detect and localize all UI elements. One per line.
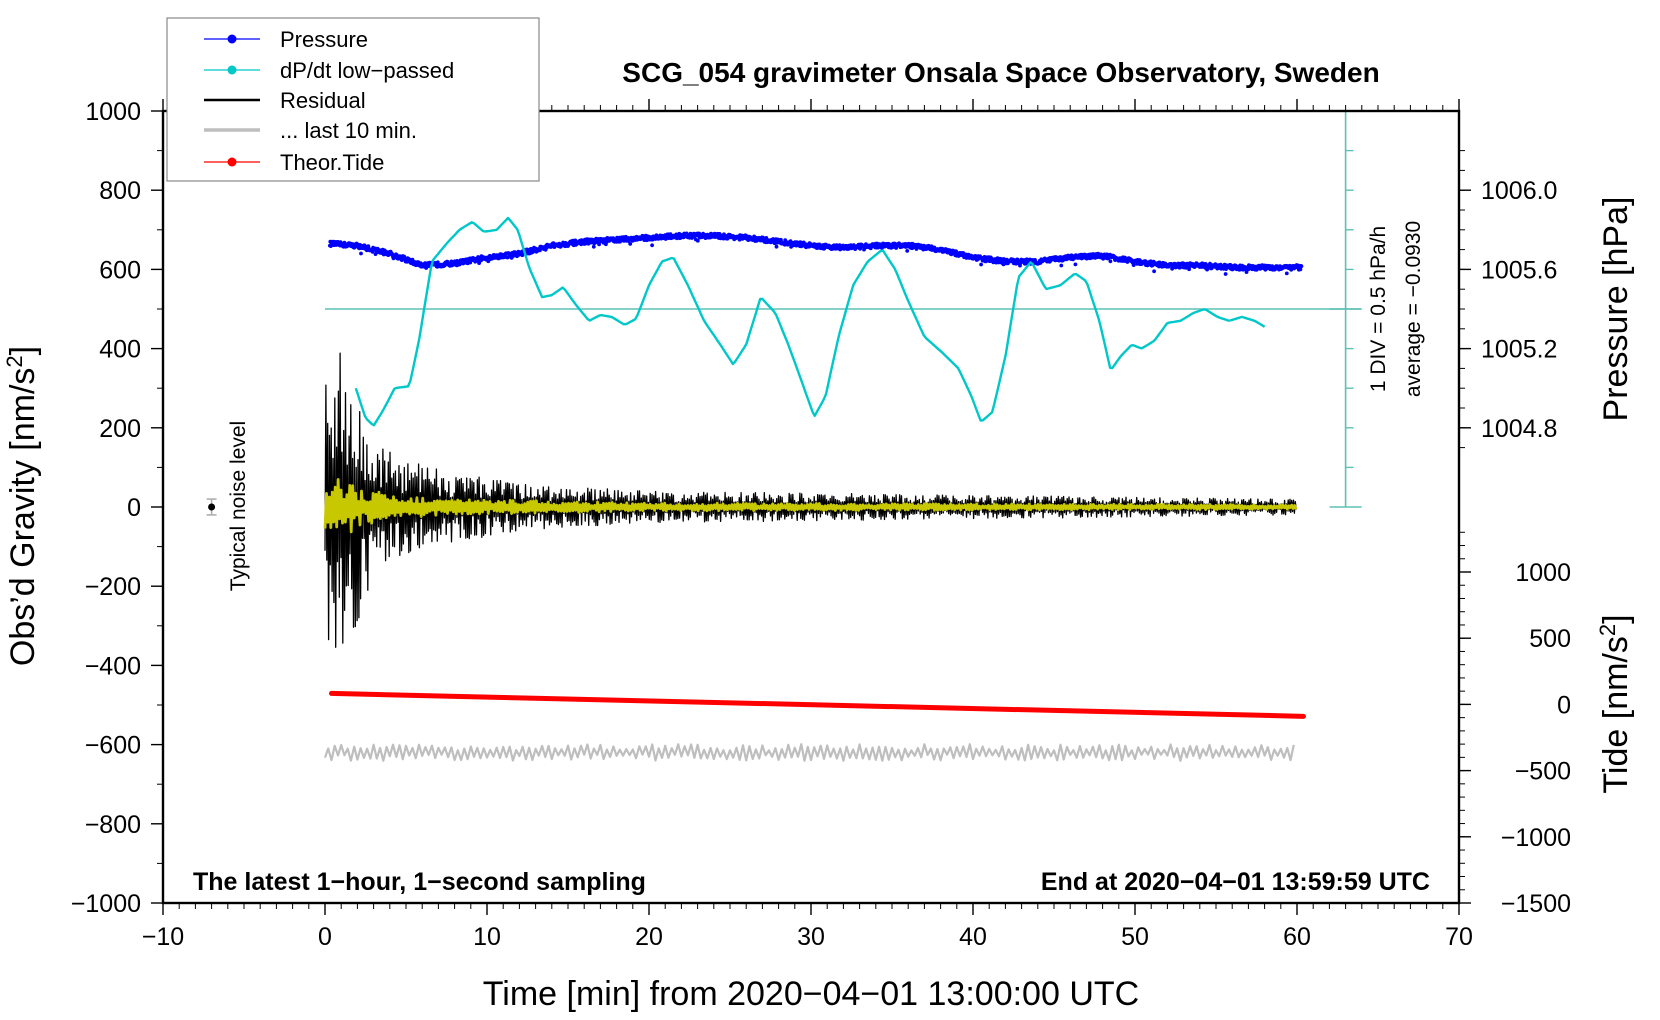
x-tick-label: −10: [142, 923, 184, 951]
x-tick-label: 30: [797, 923, 825, 951]
pressure-tick-label: 1005.2: [1481, 336, 1557, 364]
pressure-point: [628, 242, 633, 246]
tide-tick-label: −500: [1515, 758, 1571, 786]
legend-label: ... last 10 min.: [280, 118, 417, 143]
x-tick-label: 70: [1445, 923, 1473, 951]
tide-tick-label: −1000: [1501, 824, 1571, 852]
legend-marker: [227, 157, 237, 167]
pressure-point: [591, 244, 596, 249]
pressure-point: [979, 262, 983, 267]
pressure-tick-label: 1005.6: [1481, 256, 1557, 284]
legend-marker: [227, 34, 237, 44]
series-pressure: [328, 231, 1304, 276]
legend-marker: [227, 65, 237, 75]
y-tick-label: −600: [85, 732, 141, 760]
pressure-point: [1143, 259, 1148, 263]
x-tick-label: 10: [473, 923, 501, 951]
series-dpdt: [354, 216, 1266, 427]
legend: Pressure dP/dt low−passed Residual ... last…: [166, 17, 540, 182]
tide-axis-title-sup: 2: [1595, 624, 1620, 636]
axes-layer: −10 0 10 20 30 40 50 60 70 −1000 −800 −600 −400 −200 0…: [71, 98, 1571, 951]
tide-tick-label: −1500: [1501, 890, 1571, 918]
pressure-point: [774, 244, 779, 249]
y-axis-title: Obs’d Gravity [nm/s2]: [2, 346, 42, 666]
pressure-point: [954, 249, 959, 254]
legend-label: Residual: [280, 88, 366, 113]
y-axis-title-close: ]: [4, 346, 42, 355]
average-label: average = −0.0930: [1402, 221, 1425, 397]
pressure-point: [1299, 264, 1304, 269]
pressure-point: [1284, 271, 1289, 276]
div-scale-label: 1 DIV = 0.5 hPa/h: [1367, 226, 1390, 392]
y-tick-label: 1000: [85, 98, 141, 126]
pressure-point: [1298, 267, 1303, 272]
y-axis-title-main: Obs’d Gravity [nm/s: [4, 368, 42, 667]
y-tick-label: −1000: [71, 890, 141, 918]
pressure-point: [737, 237, 742, 242]
pressure-tick-label: 1004.8: [1481, 415, 1557, 443]
sampling-note: The latest 1−hour, 1−second sampling: [193, 868, 646, 896]
tide-axis-title: Tide [nm/s2]: [1595, 614, 1635, 793]
x-axis-title: Time [min] from 2020−04−01 13:00:00 UTC: [483, 975, 1139, 1013]
tide-axis-title-close: ]: [1597, 614, 1635, 623]
tide-tick-label: 500: [1529, 625, 1571, 653]
pressure-tick-label: 1006.0: [1481, 177, 1557, 205]
pressure-axis-title: Pressure [hPa]: [1597, 197, 1635, 422]
pressure-point: [1073, 262, 1078, 267]
noise-marker-point: [208, 503, 216, 511]
pressure-point: [359, 251, 363, 256]
noise-level-label: Typical noise level: [227, 421, 250, 591]
y-tick-label: −800: [85, 811, 141, 839]
chart-title: SCG_054 gravimeter Onsala Space Observat…: [622, 57, 1379, 88]
pressure-point: [1178, 265, 1182, 270]
pressure-point: [695, 238, 700, 243]
y-axis-title-sup: 2: [2, 355, 27, 367]
x-tick-label: 40: [959, 923, 987, 951]
y-tick-label: 200: [99, 415, 141, 443]
series-filtered-residual: [323, 478, 1298, 534]
pressure-point: [1131, 263, 1136, 267]
x-tick-label: 50: [1121, 923, 1149, 951]
end-time-note: End at 2020−04−01 13:59:59 UTC: [1041, 868, 1430, 896]
y-tick-label: 400: [99, 336, 141, 364]
pressure-point: [537, 248, 542, 253]
x-tick-label: 20: [635, 923, 663, 951]
tide-axis-title-main: Tide [nm/s: [1597, 636, 1635, 793]
series-last-10-min: [323, 743, 1295, 762]
x-tick-label: 60: [1283, 923, 1311, 951]
pressure-point: [352, 245, 357, 250]
x-tick-label: 0: [318, 923, 332, 951]
y-tick-label: −400: [85, 652, 141, 680]
legend-label: Pressure: [280, 27, 368, 52]
pressure-point: [1152, 269, 1156, 274]
pressure-point: [1059, 263, 1064, 268]
y-tick-label: 0: [127, 494, 141, 522]
pressure-point: [650, 243, 654, 248]
series-theor-tide: [328, 690, 1306, 719]
pressure-point: [1223, 272, 1228, 276]
tide-tick-label: 0: [1557, 691, 1571, 719]
y-tick-label: 600: [99, 256, 141, 284]
pressure-point: [477, 261, 481, 265]
y-tick-label: −200: [85, 573, 141, 601]
legend-label: dP/dt low−passed: [280, 58, 454, 83]
tide-tick-label: 1000: [1515, 559, 1571, 587]
pressure-point: [1187, 267, 1191, 272]
series-layer: [206, 110, 1362, 762]
pressure-point: [905, 249, 910, 253]
pressure-point: [1108, 259, 1113, 264]
pressure-point: [435, 260, 440, 265]
y-tick-label: 800: [99, 177, 141, 205]
legend-label: Theor.Tide: [280, 150, 384, 175]
